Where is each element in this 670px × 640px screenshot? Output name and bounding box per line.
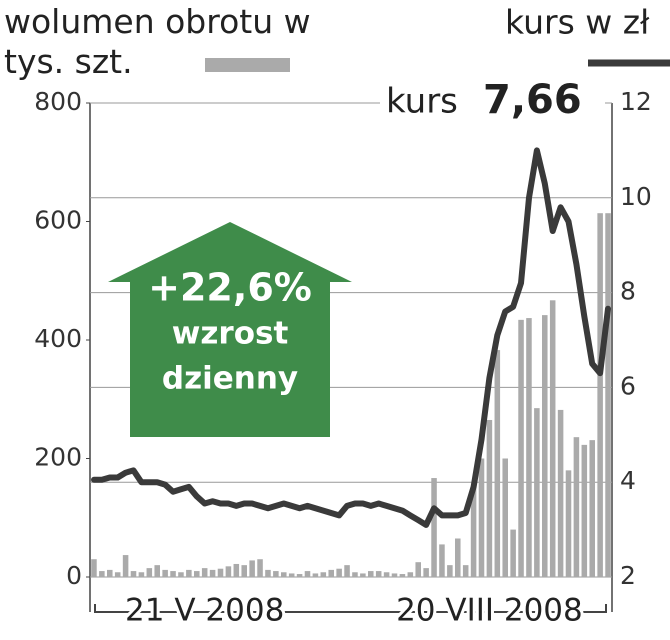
bar: [542, 315, 548, 577]
y2-tick-label: 2: [620, 561, 636, 590]
bar: [352, 572, 358, 577]
bar: [320, 572, 327, 577]
y2-tick-label: 4: [620, 466, 636, 495]
legend-label: wolumen obrotu w tys. szt.: [4, 2, 311, 81]
bar: [375, 571, 382, 577]
bar: [91, 559, 97, 577]
bar: [225, 566, 232, 577]
y-tick-label: 800: [34, 87, 82, 116]
bar: [328, 569, 334, 577]
bar: [399, 574, 406, 577]
legend-label: kurs w zł: [505, 3, 650, 42]
bar: [368, 571, 374, 577]
bar: [557, 409, 564, 577]
bar: [201, 568, 208, 577]
bar: [534, 408, 540, 577]
bar: [423, 568, 429, 577]
bar: [415, 562, 421, 577]
change-arrow: [108, 222, 352, 437]
bar: [209, 569, 216, 577]
bar: [589, 440, 595, 577]
bar: [518, 319, 524, 577]
bar: [597, 213, 603, 577]
bar: [486, 419, 493, 577]
bar: [494, 350, 501, 577]
bar: [336, 568, 342, 577]
bar: [281, 572, 287, 577]
label-bg: [380, 80, 605, 126]
y-tick-label: 0: [66, 561, 82, 590]
bar: [605, 213, 611, 577]
bar: [146, 568, 153, 577]
price-label: kurs: [386, 82, 458, 122]
bar: [462, 565, 469, 577]
bar: [470, 488, 477, 577]
bar: [344, 565, 350, 577]
bar: [565, 470, 572, 577]
bar: [478, 458, 485, 577]
x-tick-label: 21 V 2008: [125, 593, 284, 629]
y2-tick-label: 8: [620, 277, 636, 306]
x-axis-bracket: [94, 604, 607, 613]
bar: [107, 569, 113, 577]
y2-tick-label: 10: [620, 182, 652, 211]
bar: [122, 555, 129, 577]
y-tick-label: 200: [34, 443, 82, 472]
bar: [455, 538, 461, 577]
bar: [138, 572, 145, 577]
legend-swatch: [205, 58, 290, 72]
bar: [99, 571, 105, 577]
bar: [391, 573, 398, 577]
price-line: [91, 147, 611, 528]
bar: [154, 565, 160, 577]
price-value: 7,66: [483, 77, 582, 123]
bar: [360, 573, 366, 577]
bar: [233, 563, 240, 577]
bar: [431, 478, 437, 577]
bar: [526, 318, 532, 577]
bar: [273, 571, 279, 577]
bar: [288, 573, 295, 577]
y-tick-label: 400: [34, 324, 82, 353]
y-tick-label: 600: [34, 206, 82, 235]
bar: [383, 572, 390, 577]
y2-tick-label: 6: [620, 371, 636, 400]
bar: [186, 569, 192, 577]
bar: [407, 572, 414, 577]
bar: [194, 571, 200, 577]
bar: [581, 444, 588, 577]
x-tick-label: 20 VIII 2008: [396, 593, 583, 629]
bar: [312, 573, 319, 577]
bar: [296, 574, 303, 577]
bar: [178, 572, 184, 577]
change-label: +22,6%: [148, 266, 312, 310]
bar: [265, 569, 271, 577]
bar: [502, 458, 508, 577]
bar: [447, 565, 453, 577]
bar: [257, 559, 263, 577]
bar: [439, 544, 445, 577]
change-text: wzrost: [172, 316, 289, 352]
bar: [130, 571, 137, 577]
y2-tick-label: 12: [620, 87, 652, 116]
bar: [573, 437, 580, 577]
bar: [162, 569, 168, 577]
bar: [114, 572, 121, 577]
bar: [549, 300, 556, 577]
bar: [304, 571, 311, 577]
bar: [249, 560, 255, 577]
bar: [170, 571, 176, 577]
bar: [217, 568, 224, 577]
change-text: dzienny: [162, 361, 298, 397]
bar: [241, 565, 247, 577]
bar: [510, 529, 516, 577]
